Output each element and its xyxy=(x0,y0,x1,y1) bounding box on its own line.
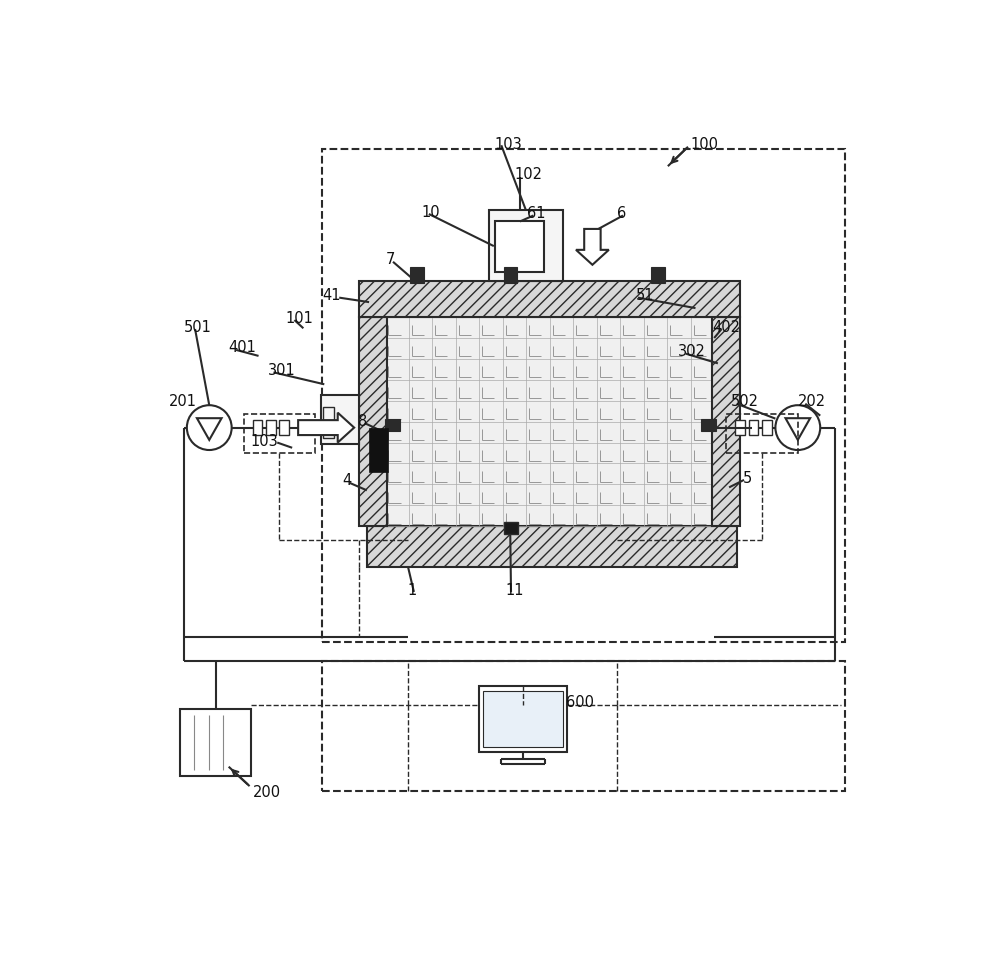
Text: 502: 502 xyxy=(731,393,759,409)
Bar xyxy=(483,691,563,747)
Bar xyxy=(712,318,740,527)
Bar xyxy=(651,267,665,283)
Text: 402: 402 xyxy=(713,319,741,334)
Text: 5: 5 xyxy=(743,471,752,485)
Text: 401: 401 xyxy=(229,340,257,355)
Text: 103: 103 xyxy=(250,433,278,449)
Text: 102: 102 xyxy=(514,167,542,182)
Text: 51: 51 xyxy=(636,288,654,303)
Bar xyxy=(322,661,845,792)
Text: 10: 10 xyxy=(421,204,440,219)
Bar xyxy=(479,686,567,752)
Bar xyxy=(701,420,716,431)
Text: 302: 302 xyxy=(678,344,706,359)
Text: 7: 7 xyxy=(386,252,395,267)
Text: 6: 6 xyxy=(617,205,626,221)
Polygon shape xyxy=(576,230,609,266)
Bar xyxy=(504,522,518,534)
Text: 501: 501 xyxy=(184,319,212,334)
Bar xyxy=(321,396,359,445)
Bar xyxy=(180,709,251,776)
Bar xyxy=(489,211,563,282)
Bar xyxy=(385,420,400,431)
Polygon shape xyxy=(298,413,354,443)
Text: 600: 600 xyxy=(566,695,594,709)
Bar xyxy=(244,415,315,453)
Text: 1: 1 xyxy=(408,582,417,598)
Bar xyxy=(253,421,262,436)
Text: 103: 103 xyxy=(495,137,522,151)
Text: 100: 100 xyxy=(690,137,718,151)
Text: 8: 8 xyxy=(358,413,368,428)
Text: 101: 101 xyxy=(285,310,313,326)
Bar xyxy=(504,267,517,283)
Bar xyxy=(762,421,772,436)
Bar xyxy=(322,150,845,642)
Bar xyxy=(359,282,740,318)
Text: 202: 202 xyxy=(798,393,826,409)
Text: 201: 201 xyxy=(169,393,197,409)
Bar xyxy=(323,407,334,421)
Text: 41: 41 xyxy=(322,288,341,303)
Text: 301: 301 xyxy=(268,362,295,378)
Bar xyxy=(410,267,424,283)
Bar xyxy=(279,421,289,436)
Text: 200: 200 xyxy=(253,784,281,799)
Bar xyxy=(323,425,334,439)
Text: 61: 61 xyxy=(527,205,546,221)
Bar xyxy=(367,527,737,568)
Text: 11: 11 xyxy=(505,582,524,598)
Bar xyxy=(359,318,387,527)
Bar xyxy=(735,421,745,436)
Bar xyxy=(749,421,758,436)
Bar xyxy=(369,428,388,473)
Bar xyxy=(386,318,714,527)
Text: 4: 4 xyxy=(342,473,351,487)
Bar xyxy=(495,222,544,273)
Bar xyxy=(726,415,798,453)
Bar xyxy=(266,421,276,436)
